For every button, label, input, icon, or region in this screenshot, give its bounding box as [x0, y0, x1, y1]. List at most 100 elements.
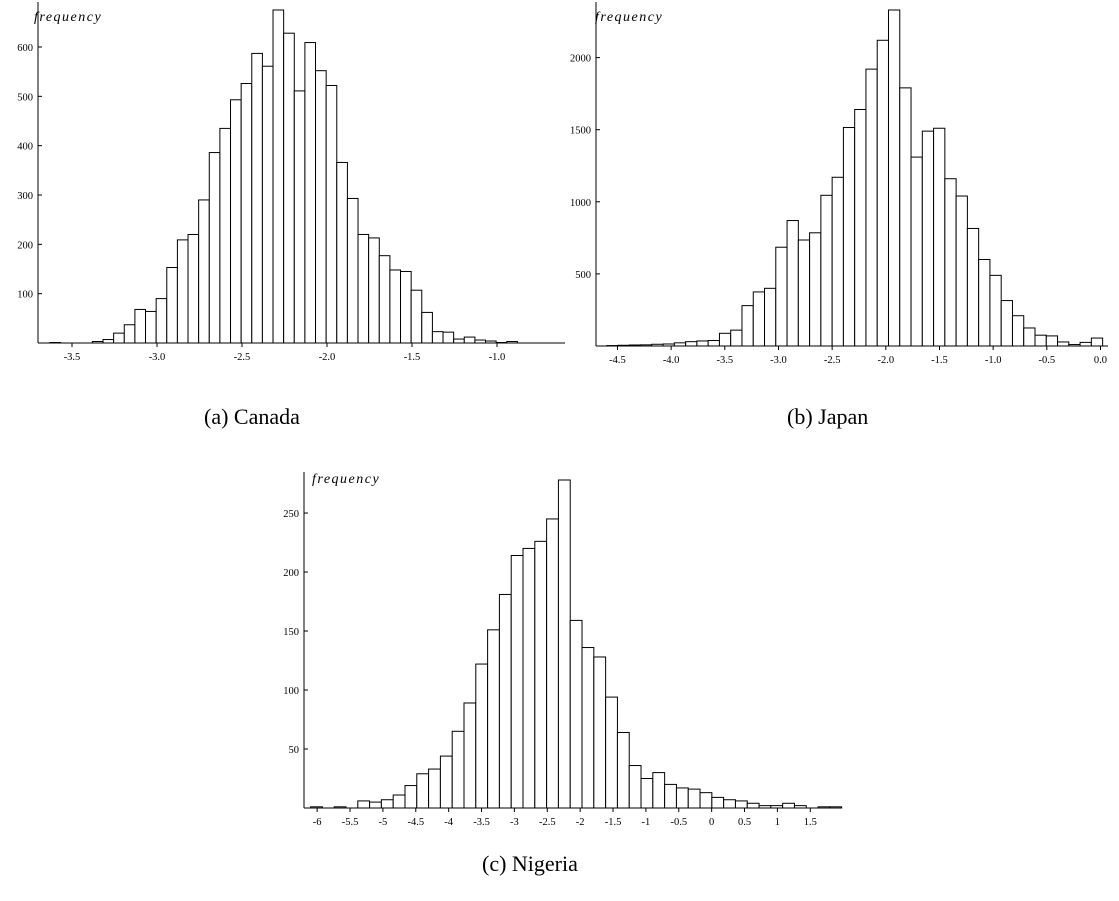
histogram-bar	[685, 341, 698, 347]
x-tick-label: -2.5	[824, 355, 841, 366]
x-tick-label: 1.5	[804, 817, 817, 828]
histogram-bar	[475, 663, 489, 809]
x-tick-label: -3.5	[716, 355, 733, 366]
histogram-bar	[978, 258, 991, 347]
histogram-bar	[487, 629, 500, 809]
histogram-bar	[1079, 341, 1092, 347]
x-tick-label: -3.5	[64, 352, 81, 363]
histogram-bar	[887, 9, 901, 347]
histogram-bar	[421, 311, 433, 344]
x-tick-label: -5.5	[342, 817, 359, 828]
histogram-panel-canada: -3.5 -3.0 -2.5 -2.0 -1.5 -1.0 100 200 300 400 500 6…	[0, 0, 570, 440]
x-tick-label: 0.5	[738, 817, 751, 828]
histogram-bar	[392, 794, 406, 809]
histogram-bar	[723, 799, 736, 809]
x-tick-label: -2.0	[877, 355, 894, 366]
x-tick-label: -1.5	[605, 817, 622, 828]
histogram-bar	[410, 289, 423, 344]
histogram-bar	[230, 99, 242, 344]
histogram-bar	[699, 792, 713, 809]
y-axis-label: frequency	[595, 10, 663, 25]
histogram-bar	[734, 800, 748, 809]
histogram-bar	[831, 176, 844, 347]
histogram-japan: -4.5 -4.0 -3.5 -3.0 -2.5 -2.0 -1.5 -1.0 -0.5 0.0 5…	[570, 2, 1108, 366]
histogram-nigeria: -6 -5.5 -5 -4.5 -4 -3.5 -3 -2.5 -2 -1.5 -1 -0.5 0 0.5…	[283, 472, 843, 828]
histogram-bar	[782, 802, 795, 809]
x-tick-label: -2.5	[234, 352, 251, 363]
histogram-bar	[786, 220, 799, 347]
x-tick-label: -1.5	[931, 355, 948, 366]
histogram-bar	[854, 109, 867, 347]
histogram-bar	[325, 84, 338, 344]
x-tick-label: -4	[444, 817, 453, 828]
y-axis-label: frequency	[312, 472, 380, 487]
histogram-bar	[1034, 334, 1047, 347]
y-tick-label: 100	[17, 290, 33, 301]
histogram-bar	[546, 518, 559, 809]
histogram-bar	[687, 788, 701, 809]
histogram-bar	[557, 479, 571, 809]
x-tick-label: -5	[379, 817, 388, 828]
y-tick-label: 150	[283, 627, 299, 638]
x-tick-label: 0	[709, 817, 714, 828]
histogram-bar	[829, 806, 843, 809]
histogram-bar	[123, 324, 136, 344]
x-tick-label: 1	[775, 817, 780, 828]
histogram-bar	[921, 130, 935, 347]
histogram-bar	[463, 336, 476, 344]
histogram-bar	[369, 801, 382, 809]
y-tick-label: 1500	[570, 126, 591, 137]
caption-japan: (b) Japan	[787, 404, 869, 429]
y-tick-label: 400	[17, 142, 33, 153]
histogram-bar	[357, 800, 371, 809]
histogram-bar	[416, 773, 430, 809]
x-tick-label: -2.0	[319, 352, 336, 363]
x-tick-label: -1	[642, 817, 651, 828]
histogram-bar	[283, 32, 295, 344]
histogram-bar	[145, 310, 157, 344]
histogram-bar	[451, 730, 465, 809]
x-tick-label: -4.5	[609, 355, 626, 366]
histogram-bar	[261, 65, 274, 344]
x-tick-label: -0.5	[1039, 355, 1056, 366]
histogram-bar	[664, 783, 677, 809]
histogram-bar	[304, 42, 317, 344]
y-tick-label: 2000	[570, 54, 591, 65]
y-tick-label: 200	[17, 240, 33, 251]
y-tick-label: 50	[289, 745, 300, 756]
histogram-bar	[593, 656, 607, 809]
histogram-bar	[809, 232, 822, 347]
histogram-bar	[176, 239, 189, 344]
histogram-bar	[442, 331, 455, 344]
y-tick-label: 100	[283, 686, 299, 697]
histogram-bar	[219, 127, 232, 344]
histogram-bar	[865, 68, 878, 347]
y-tick-label: 600	[17, 43, 33, 54]
histogram-bar	[240, 83, 253, 344]
histogram-bar	[1045, 335, 1059, 347]
caption-nigeria: (c) Nigeria	[482, 851, 578, 876]
histogram-bar	[944, 178, 957, 347]
histogram-bar	[134, 308, 147, 344]
histogram-bar	[1011, 315, 1025, 347]
histogram-bar	[404, 785, 418, 809]
histogram-bar	[208, 152, 221, 344]
histogram-panel-nigeria: -6 -5.5 -5 -4.5 -4 -3.5 -3 -2.5 -2 -1.5 -1 -0.5 0 0.5…	[270, 460, 870, 901]
histogram-bar	[764, 287, 777, 347]
histogram-bar	[1000, 300, 1013, 347]
histogram-bar	[741, 305, 754, 347]
histogram-bar	[675, 787, 689, 809]
x-tick-label: -1.5	[404, 352, 421, 363]
y-tick-label: 200	[283, 568, 299, 579]
histogram-bar	[431, 331, 444, 344]
histogram-bar	[820, 194, 833, 347]
histogram-bar	[797, 239, 811, 347]
histogram-bar	[155, 298, 168, 344]
histogram-bar	[910, 156, 923, 347]
histogram-bar	[569, 619, 583, 809]
histogram-bar	[966, 227, 980, 347]
histogram-bar	[730, 329, 743, 347]
caption-canada: (a) Canada	[204, 404, 300, 429]
y-tick-label: 500	[575, 270, 591, 281]
y-axis-label: frequency	[34, 10, 102, 25]
